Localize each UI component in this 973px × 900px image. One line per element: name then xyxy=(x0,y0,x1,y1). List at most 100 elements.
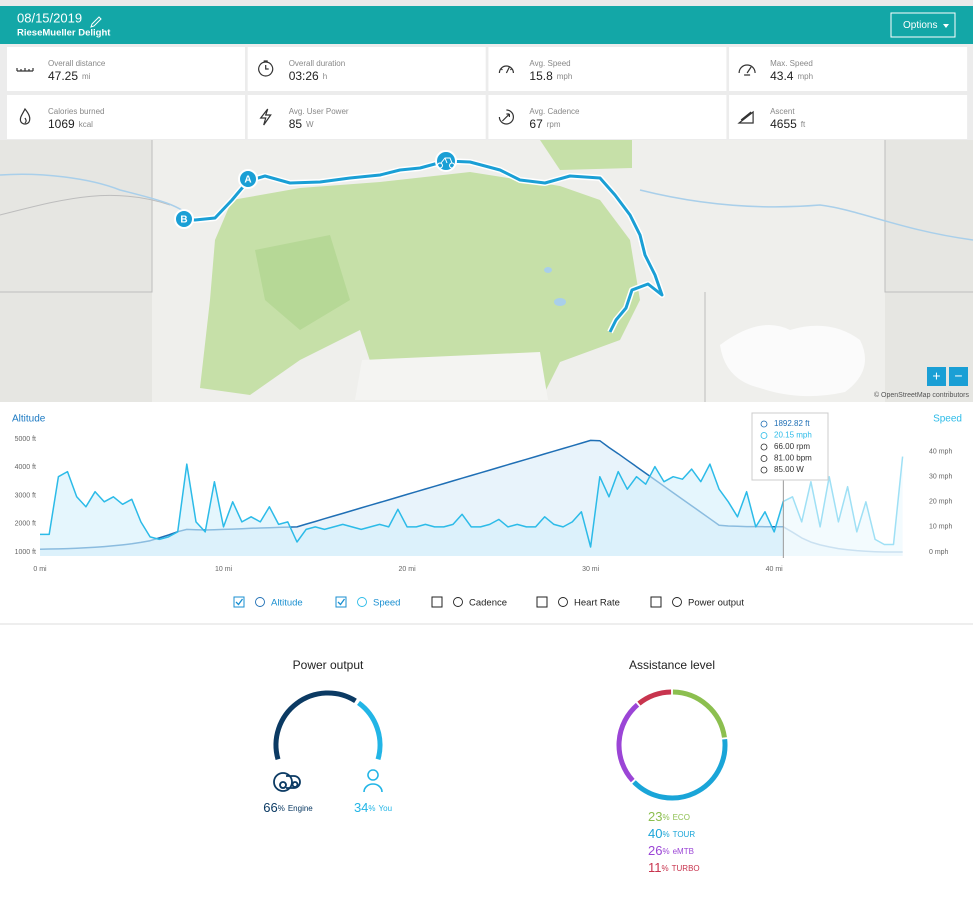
stat-icon xyxy=(738,64,756,76)
donut-category: eMTB xyxy=(673,847,694,856)
toggle-checkbox[interactable] xyxy=(233,596,245,608)
stat-value: 4655 ft xyxy=(770,117,806,131)
y-tick-label: 4000 ft xyxy=(15,464,36,471)
y2-tick-label: 30 mph xyxy=(929,474,952,481)
bike-name: RieseMueller Delight xyxy=(17,28,111,39)
engine-icon xyxy=(273,772,301,792)
x-tick-label: 40 mi xyxy=(766,566,784,573)
valley xyxy=(355,352,548,400)
zoom-out-label[interactable]: − xyxy=(954,368,962,384)
y2-axis-title: Speed xyxy=(933,414,962,425)
tooltip-icon xyxy=(760,420,768,428)
gauge-segment xyxy=(356,700,383,761)
tooltip-value: 66.00 rpm xyxy=(774,442,810,451)
stat-value: 43.4 mph xyxy=(770,69,813,83)
tooltip-value: 20.15 mph xyxy=(774,431,812,440)
toggle-icon xyxy=(453,597,463,607)
y-tick-label: 2000 ft xyxy=(15,521,36,528)
toggle-label[interactable]: Heart Rate xyxy=(574,598,620,609)
stat-card xyxy=(7,95,245,139)
tooltip-value: 81.00 bpm xyxy=(774,454,812,463)
stat-label: Max. Speed xyxy=(770,59,813,68)
toggle-check xyxy=(235,598,244,606)
map-attribution[interactable]: © OpenStreetMap contributors xyxy=(874,391,970,399)
stat-number: 47.25 xyxy=(48,69,78,83)
donut-category: ECO xyxy=(673,813,690,822)
donut-unit: % xyxy=(662,813,669,822)
stat-label: Ascent xyxy=(770,107,795,116)
donut-category: TOUR xyxy=(673,830,696,839)
stat-value: 03:26 h xyxy=(289,69,327,83)
stat-label: Overall duration xyxy=(289,59,345,68)
stat-number: 85 xyxy=(289,117,303,131)
zoom-in-label[interactable]: + xyxy=(932,368,940,384)
stat-card xyxy=(7,47,245,91)
toggle-checkbox[interactable] xyxy=(431,596,443,608)
end-marker[interactable] xyxy=(174,209,194,229)
y2-tick-label: 20 mph xyxy=(929,499,952,506)
lake xyxy=(544,267,552,273)
stat-label: Calories burned xyxy=(48,107,104,116)
stat-number: 67 xyxy=(529,117,543,131)
edit-icon[interactable] xyxy=(90,16,102,28)
donut-unit: % xyxy=(662,864,669,873)
toggle-check xyxy=(337,598,346,606)
options-button[interactable] xyxy=(890,12,956,38)
y-tick-label: 5000 ft xyxy=(15,436,36,443)
stat-icon xyxy=(16,68,34,72)
zoom-out[interactable] xyxy=(949,367,968,386)
toggle-label[interactable]: Power output xyxy=(688,598,744,609)
donut-label: 26% eMTB xyxy=(648,843,694,858)
stat-icon xyxy=(259,108,272,126)
forest-dark xyxy=(255,235,350,330)
toggle-label[interactable]: Cadence xyxy=(469,598,507,609)
stat-number: 1069 xyxy=(48,117,75,131)
tooltip-icon xyxy=(760,443,768,451)
tooltip-value: 1892.82 ft xyxy=(774,419,810,428)
stat-unit: rpm xyxy=(547,120,561,129)
x-tick-label: 0 mi xyxy=(33,566,47,573)
map-boundary xyxy=(0,140,973,402)
end-marker-label[interactable]: B xyxy=(180,215,187,226)
stat-number: 15.8 xyxy=(529,69,553,83)
stat-icon xyxy=(258,60,274,77)
donut-value: 40 xyxy=(648,826,662,841)
stat-card xyxy=(488,95,727,139)
options-label[interactable]: Options xyxy=(903,20,937,31)
toggle-label[interactable]: Speed xyxy=(373,598,400,609)
zoom-in[interactable] xyxy=(927,367,946,386)
start-marker[interactable] xyxy=(238,169,258,189)
toggle-checkbox[interactable] xyxy=(536,596,548,608)
gauge-segment xyxy=(273,690,357,761)
forest xyxy=(200,172,640,395)
donut-segment xyxy=(672,689,727,738)
toggle-checkbox[interactable] xyxy=(335,596,347,608)
y2-tick-label: 40 mph xyxy=(929,448,952,455)
stat-icon xyxy=(737,110,754,124)
stat-unit: mph xyxy=(557,72,573,81)
stat-unit: mph xyxy=(797,72,813,81)
tooltip-icon xyxy=(760,466,768,474)
stat-icon xyxy=(498,109,514,125)
stat-unit: mi xyxy=(82,72,91,81)
toggle-label[interactable]: Altitude xyxy=(271,598,303,609)
toggle-icon xyxy=(558,597,568,607)
x-tick-label: 30 mi xyxy=(582,566,600,573)
gauge-unit: % xyxy=(278,804,285,813)
options-caret[interactable] xyxy=(943,24,949,28)
stat-label: Avg. User Power xyxy=(289,107,349,116)
stat-card xyxy=(247,95,486,139)
gauge-value: 66 xyxy=(263,800,277,815)
gauge-category: Engine xyxy=(288,804,313,813)
y-axis-title: Altitude xyxy=(12,414,46,425)
donut-segment xyxy=(616,702,640,783)
series-area xyxy=(40,456,903,556)
toggle-checkbox[interactable] xyxy=(650,596,662,608)
start-marker-label[interactable]: A xyxy=(244,175,251,186)
tooltip-icon xyxy=(760,432,768,439)
stat-value: 1069 kcal xyxy=(48,117,93,131)
gauge-label: 66% Engine xyxy=(263,800,313,815)
stat-label: Avg. Cadence xyxy=(529,107,580,116)
stat-value: 67 rpm xyxy=(529,117,560,131)
gauge-category: You xyxy=(379,804,393,813)
